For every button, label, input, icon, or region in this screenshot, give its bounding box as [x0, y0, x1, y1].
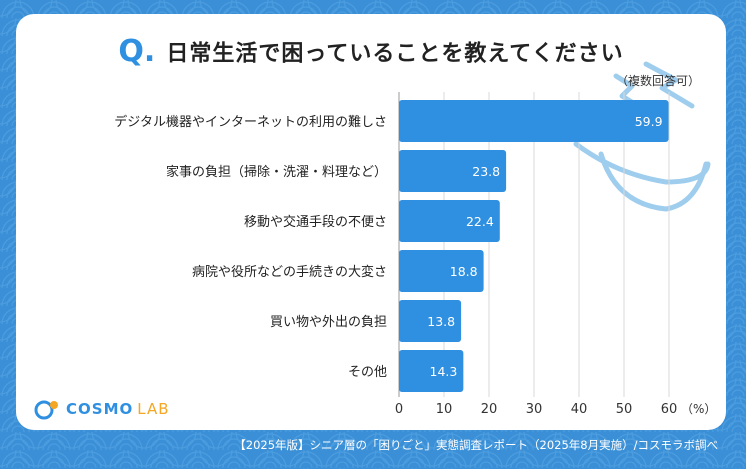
source-footer: 【2025年版】シニア層の「困りごと」実態調査レポート（2025年8月実施）/コ… — [234, 438, 718, 452]
category-label: 病院や役所などの手続きの大変さ — [192, 264, 387, 280]
chart-title-row: Q. 日常生活で困っていることを教えてください — [16, 34, 726, 69]
x-tick-label: 0 — [395, 402, 403, 417]
x-axis-unit: （%） — [681, 402, 716, 416]
brand-logo: COSMO LAB — [34, 398, 170, 420]
category-label: 買い物や外出の負担 — [270, 315, 387, 330]
logo-text: COSMO LAB — [66, 400, 170, 418]
bar — [399, 150, 507, 192]
category-label: 移動や交通手段の不便さ — [244, 214, 387, 230]
bar-value-label: 59.9 — [635, 114, 663, 129]
bar-value-label: 23.8 — [472, 164, 500, 179]
category-label: その他 — [348, 365, 387, 380]
bar — [399, 200, 500, 242]
x-tick-label: 30 — [526, 402, 543, 417]
bar-value-label: 14.3 — [430, 364, 458, 379]
x-tick-label: 20 — [481, 402, 498, 417]
logo-main-text: COSMO — [66, 400, 134, 418]
bar — [399, 250, 484, 292]
bar — [399, 100, 669, 142]
bar-chart: 0 10 20 30 40 50 60 （%） 59.9 デジタル機器やインターネットの利用の難し… — [114, 92, 716, 417]
bar-value-label: 22.4 — [466, 214, 494, 229]
logo-sub-text: LAB — [137, 400, 170, 418]
category-label: 家事の負担（掃除・洗濯・料理など） — [166, 164, 387, 180]
bar-value-label: 18.8 — [450, 264, 478, 279]
bar — [399, 350, 464, 392]
x-tick-label: 60 — [661, 402, 678, 417]
bar — [399, 300, 462, 342]
category-label: デジタル機器やインターネットの利用の難しさ — [114, 114, 387, 130]
x-tick-label: 50 — [616, 402, 633, 417]
logo-icon — [34, 400, 58, 420]
x-tick-label: 10 — [436, 402, 453, 417]
question-mark-label: Q. — [118, 34, 156, 69]
chart-subtitle: （複数回答可） — [615, 74, 700, 88]
x-tick-label: 40 — [571, 402, 588, 417]
chart-card: Q. 日常生活で困っていることを教えてください （複数回答可） 0 10 20 30 4… — [16, 14, 726, 430]
chart-title: 日常生活で困っていることを教えてください — [166, 41, 624, 67]
bar-value-label: 13.8 — [427, 314, 455, 329]
